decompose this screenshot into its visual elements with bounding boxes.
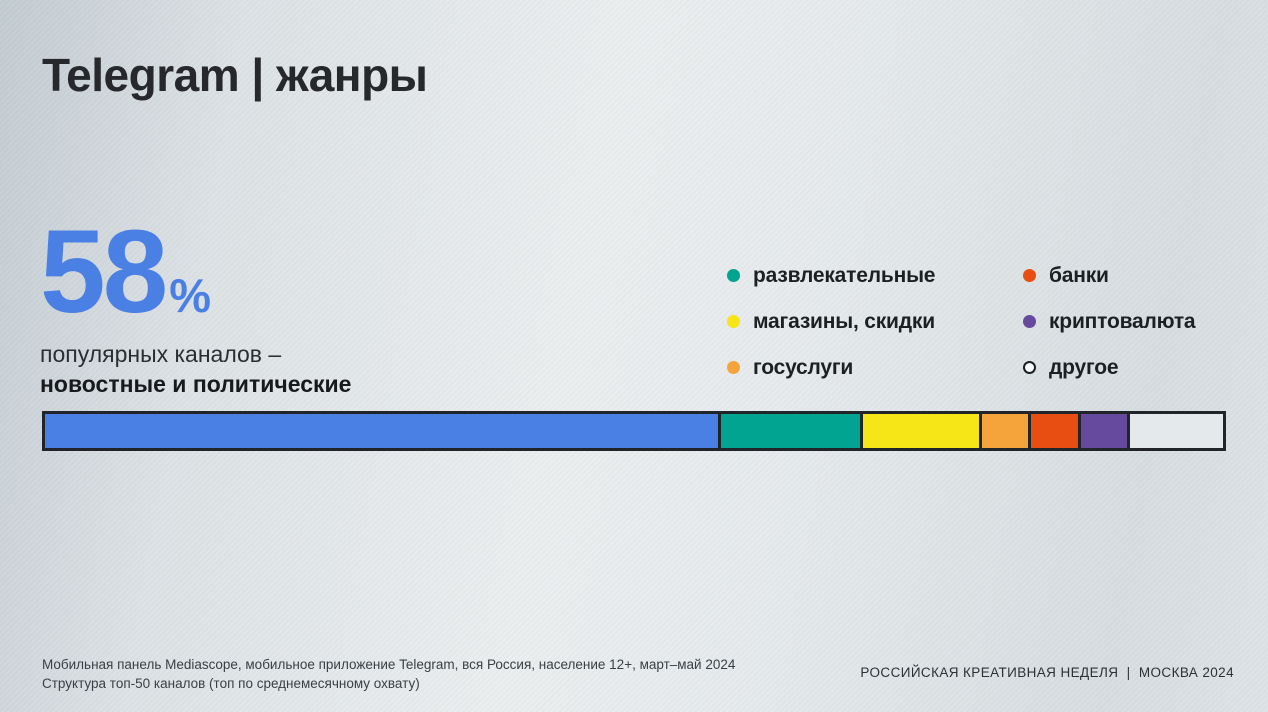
stat-percent-sign: % — [169, 269, 212, 323]
legend-dot-icon — [727, 315, 740, 328]
legend-label: развлекательные — [753, 263, 936, 287]
legend-dot-icon — [727, 269, 740, 282]
legend: развлекательные магазины, скидки госуслуги… — [727, 262, 1241, 381]
legend-label: банки — [1049, 263, 1109, 287]
legend-item-1-0: банки — [1023, 262, 1241, 289]
stat-number: 58 % — [40, 206, 351, 338]
legend-item-0-2: госуслуги — [727, 354, 1023, 381]
page-title: Telegram | жанры — [42, 49, 428, 101]
legend-label: магазины, скидки — [753, 309, 935, 333]
legend-item-0-1: магазины, скидки — [727, 308, 1023, 335]
stat-value: 58 — [40, 206, 168, 338]
legend-label: криптовалюта — [1049, 309, 1196, 333]
legend-label: другое — [1049, 355, 1119, 379]
legend-item-0-0: развлекательные — [727, 262, 1023, 289]
legend-item-1-1: криптовалюта — [1023, 308, 1241, 335]
bar-segment-3 — [982, 414, 1032, 448]
event-label: РОССИЙСКАЯ КРЕАТИВНАЯ НЕДЕЛЯ | МОСКВА 20… — [860, 665, 1234, 680]
legend-label: госуслуги — [753, 355, 854, 379]
bar-segment-4 — [1031, 414, 1081, 448]
bar-segment-0 — [45, 414, 721, 448]
legend-dot-icon — [727, 361, 740, 374]
legend-dot-icon — [1023, 315, 1036, 328]
source-footnote: Мобильная панель Mediascope, мобильное п… — [42, 656, 735, 693]
bar-segment-1 — [720, 414, 863, 448]
legend-hollow-dot-icon — [1023, 361, 1036, 374]
bar-segment-2 — [863, 414, 982, 448]
legend-dot-icon — [1023, 269, 1036, 282]
stat-caption-line1: популярных каналов – — [40, 341, 282, 368]
stacked-bar-chart — [42, 411, 1226, 451]
stat-caption-line2: новостные и политические — [40, 371, 352, 398]
bar-segment-5 — [1080, 414, 1131, 448]
footnote-line2: Структура топ-50 каналов (топ по среднем… — [42, 675, 420, 691]
bar-segment-6 — [1130, 414, 1224, 448]
legend-item-1-2: другое — [1023, 354, 1241, 381]
footnote-line1: Мобильная панель Mediascope, мобильное п… — [42, 657, 736, 672]
stat-block: 58 % популярных каналов – новостные и по… — [40, 206, 352, 398]
